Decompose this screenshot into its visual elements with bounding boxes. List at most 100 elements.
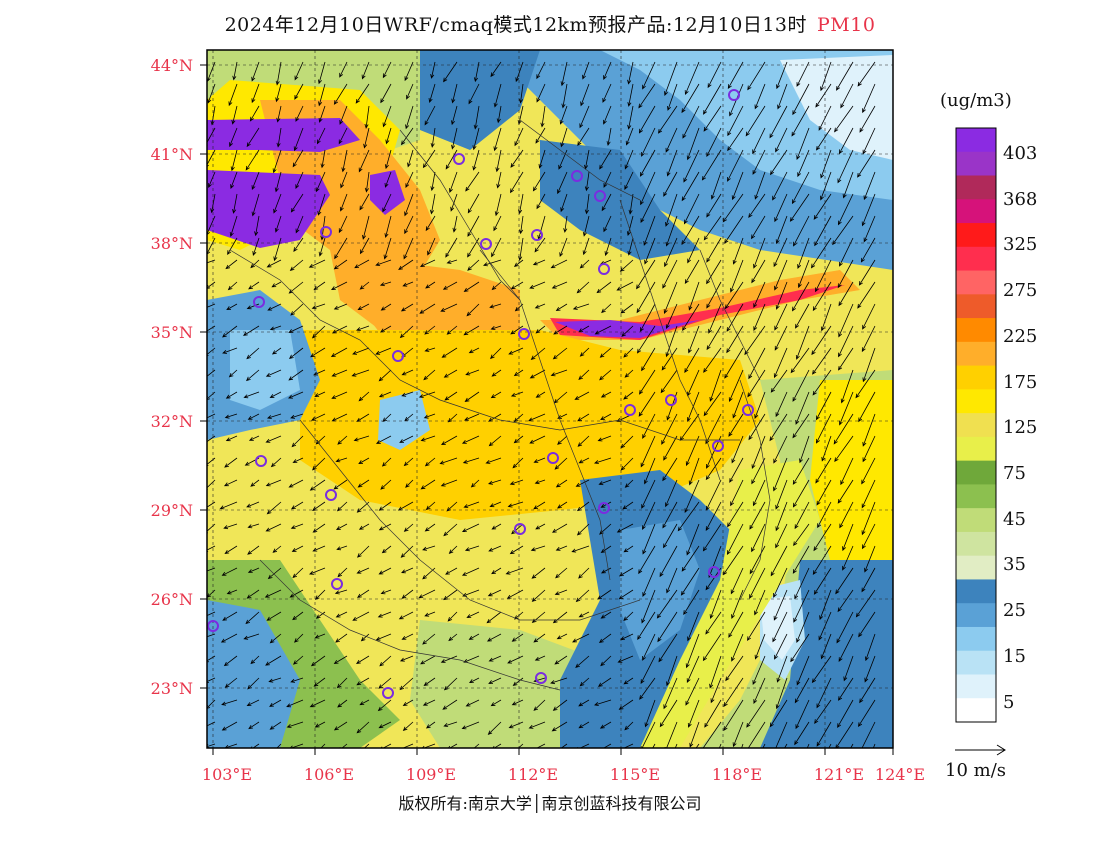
- wind-arrow: [421, 743, 436, 748]
- wind-arrow: [555, 479, 568, 488]
- wind-arrow: [861, 721, 876, 748]
- wind-arrow: [535, 391, 546, 398]
- wind-arrow: [751, 259, 766, 284]
- wind-arrow: [507, 501, 524, 508]
- wind-arrow: [384, 215, 392, 239]
- wind-arrow: [273, 237, 282, 262]
- wind-arrow: [664, 721, 678, 748]
- wind-arrow: [246, 303, 260, 310]
- wind-arrow: [661, 413, 678, 445]
- wind-arrow: [294, 83, 304, 100]
- wind-arrow: [271, 347, 282, 355]
- wind-arrow: [335, 457, 348, 463]
- wind-arrow: [799, 435, 810, 464]
- wind-arrow: [624, 149, 634, 170]
- wind-arrow: [702, 633, 722, 662]
- wind-arrow: [405, 171, 414, 189]
- wind-arrow: [559, 105, 568, 125]
- wind-arrow: [561, 83, 568, 109]
- wind-arrow: [811, 325, 832, 356]
- wind-arrow: [251, 193, 260, 217]
- lat-label-32: 32°N: [151, 412, 193, 431]
- wind-arrow: [747, 369, 766, 398]
- wind-arrow: [686, 523, 700, 556]
- wind-arrow: [748, 347, 766, 380]
- wind-arrow: [534, 655, 546, 661]
- wind-arrow: [461, 567, 480, 576]
- wind-arrow: [623, 545, 634, 553]
- wind-arrow: [642, 61, 656, 90]
- wind-arrow: [600, 501, 612, 508]
- wind-arrow: [644, 457, 656, 485]
- wind-arrow: [318, 61, 326, 85]
- wind-arrow: [381, 545, 392, 554]
- wind-arrow: [401, 589, 414, 599]
- wind-arrow: [705, 413, 722, 445]
- wind-arrow: [834, 435, 854, 463]
- wind-arrow: [445, 567, 458, 575]
- wind-arrow: [318, 83, 326, 107]
- wind-arrow: [207, 369, 216, 377]
- wind-arrow: [488, 545, 502, 552]
- wind-arrow: [602, 83, 612, 103]
- wind-arrow: [728, 611, 744, 638]
- wind-arrow: [640, 655, 656, 685]
- wind-arrow: [254, 215, 260, 237]
- wind-arrow: [732, 721, 744, 748]
- wind-arrow: [250, 259, 260, 269]
- wind-arrow: [359, 193, 370, 211]
- wind-arrow: [247, 413, 260, 420]
- wind-arrow: [252, 237, 260, 256]
- wind-arrow: [357, 589, 370, 598]
- city-markers: [207, 89, 754, 699]
- wind-arrow: [491, 237, 502, 258]
- wind-arrow: [340, 171, 348, 189]
- wind-arrow: [441, 347, 458, 358]
- wind-arrow: [402, 699, 414, 706]
- legend-swatch: [956, 460, 996, 485]
- wind-arrow: [722, 193, 744, 223]
- wind-arrow: [512, 457, 524, 469]
- wind-arrow: [680, 567, 700, 596]
- wind-arrow: [405, 105, 414, 130]
- wind-arrow: [402, 281, 414, 287]
- wind-arrow: [356, 325, 370, 331]
- wind-arrow: [422, 699, 436, 706]
- wind-arrow: [361, 61, 370, 80]
- wind-arrow: [403, 457, 414, 467]
- wind-arrow: [708, 303, 722, 334]
- wind-arrow: [517, 743, 524, 748]
- wind-arrow: [228, 83, 238, 107]
- wind-arrow: [702, 523, 722, 552]
- wind-arrow: [663, 281, 678, 314]
- wind-arrow: [795, 303, 810, 329]
- wind-arrow: [793, 215, 810, 247]
- wind-arrow: [577, 127, 590, 146]
- wind-arrow: [726, 303, 744, 332]
- wind-arrow: [774, 193, 788, 223]
- wind-arrow: [422, 567, 436, 580]
- wind-arrow: [486, 611, 502, 624]
- wind-arrow: [222, 347, 238, 354]
- wind-arrow: [248, 281, 260, 290]
- wind-arrow: [579, 347, 590, 357]
- wind-arrow: [627, 237, 634, 256]
- wind-arrow: [463, 325, 480, 336]
- wind-arrow: [330, 281, 348, 291]
- wind-arrow: [813, 523, 832, 552]
- wind-arrow: [794, 677, 810, 704]
- wind-arrow: [337, 435, 348, 445]
- wind-arrow: [796, 611, 810, 643]
- wind-arrow: [709, 655, 722, 689]
- wind-arrow: [339, 105, 348, 125]
- wind-arrow: [463, 281, 480, 293]
- wind-arrow: [754, 391, 766, 419]
- wind-arrow: [665, 325, 678, 358]
- legend-swatch: [956, 389, 996, 414]
- wind-arrow: [682, 303, 700, 331]
- wind-arrow: [419, 303, 436, 314]
- wind-arrow: [375, 259, 392, 266]
- wind-arrow: [729, 457, 744, 483]
- wind-arrow: [789, 193, 810, 222]
- wind-arrow: [401, 369, 414, 376]
